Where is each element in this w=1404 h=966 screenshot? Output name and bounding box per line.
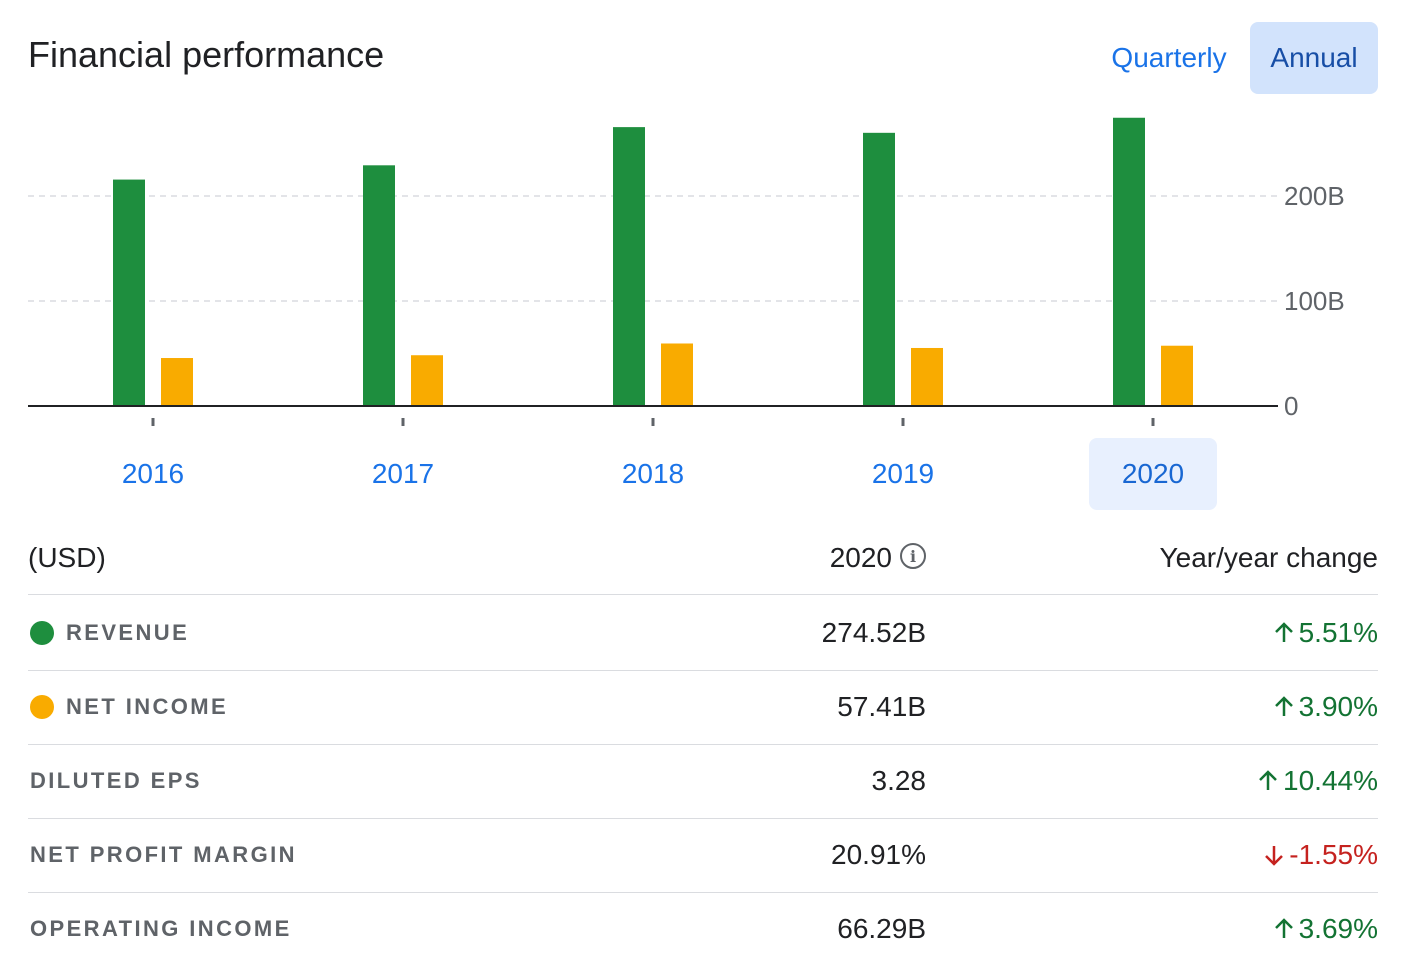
metric-change: -1.55% <box>1263 818 1378 892</box>
metric-value: 66.29B <box>837 913 926 944</box>
revenue-bar-2018[interactable] <box>613 127 645 407</box>
metric-name: OPERATING INCOME <box>30 916 292 941</box>
change-value: 10.44% <box>1283 765 1378 796</box>
year-tab-2016[interactable]: 2016 <box>121 458 185 489</box>
table-row: DILUTED EPS 3.28 10.44% <box>28 744 1378 819</box>
arrow-up-icon <box>1274 696 1293 716</box>
legend-dot <box>30 695 54 719</box>
metric-change: 5.51% <box>1273 596 1378 670</box>
table-row: OPERATING INCOME 66.29B 3.69% <box>28 892 1378 966</box>
metric-label: OPERATING INCOME <box>30 892 292 966</box>
metric-value: 57.41B <box>837 691 926 722</box>
metric-label: REVENUE <box>30 596 189 670</box>
arrow-down-icon <box>1265 846 1284 866</box>
financial-bar-chart: 0 100B 200B <box>28 117 1345 426</box>
net-income-bar-2016[interactable] <box>161 358 193 406</box>
annual-toggle-button[interactable]: Annual <box>1250 22 1378 94</box>
unit-header: (USD) <box>28 542 106 573</box>
metric-change: 10.44% <box>1257 744 1378 818</box>
metric-value: 20.91% <box>831 839 926 870</box>
metric-name: NET PROFIT MARGIN <box>30 842 297 867</box>
metric-value: 3.28 <box>871 765 927 796</box>
table-header: (USD) 2020 i Year/year change <box>28 530 1378 595</box>
change-value: 3.90% <box>1298 691 1378 722</box>
arrow-up-icon <box>1274 918 1293 938</box>
metric-name: NET INCOME <box>66 694 229 719</box>
quarterly-toggle-button[interactable]: Quarterly <box>1111 42 1227 73</box>
change-header: Year/year change <box>1159 542 1378 573</box>
arrow-up-icon <box>1274 622 1293 642</box>
year-tab-2019[interactable]: 2019 <box>871 458 935 489</box>
arrow-up-icon <box>1259 770 1277 790</box>
metric-change: 3.69% <box>1273 892 1378 966</box>
year-header: 2020 <box>829 542 892 573</box>
revenue-bar-2019[interactable] <box>863 132 895 406</box>
year-selector: 2016 2017 2018 2019 2020 <box>0 438 1404 510</box>
metric-label: DILUTED EPS <box>30 744 202 818</box>
metric-label: NET INCOME <box>30 670 228 744</box>
legend-dot <box>30 621 54 645</box>
metric-label: NET PROFIT MARGIN <box>30 818 297 892</box>
revenue-bar-2016[interactable] <box>113 179 145 406</box>
year-tab-2020[interactable]: 2020 <box>1089 438 1217 510</box>
table-row: NET INCOME 57.41B 3.90% <box>28 670 1378 745</box>
net-income-bar-2017[interactable] <box>411 355 443 406</box>
metric-name: REVENUE <box>66 620 190 645</box>
y-tick-label: 0 <box>1284 391 1298 421</box>
year-tab-2017[interactable]: 2017 <box>371 458 435 489</box>
revenue-bar-2020[interactable] <box>1113 117 1145 406</box>
metric-change: 3.90% <box>1273 670 1378 744</box>
net-income-bar-2019[interactable] <box>911 347 943 406</box>
section-title: Financial performance <box>28 34 385 75</box>
net-income-bar-2018[interactable] <box>661 343 693 406</box>
year-tab-2018[interactable]: 2018 <box>621 458 685 489</box>
metric-value: 274.52B <box>821 617 926 648</box>
y-tick-label: 100B <box>1284 286 1345 316</box>
table-row: NET PROFIT MARGIN 20.91% -1.55% <box>28 818 1378 893</box>
revenue-bar-2017[interactable] <box>363 165 395 406</box>
y-tick-label: 200B <box>1284 181 1345 211</box>
change-value: 3.69% <box>1298 913 1378 944</box>
net-income-bar-2020[interactable] <box>1161 345 1193 406</box>
info-icon[interactable]: i <box>900 543 926 569</box>
change-value: 5.51% <box>1298 617 1378 648</box>
metric-name: DILUTED EPS <box>30 768 202 793</box>
table-row: REVENUE 274.52B 5.51% <box>28 596 1378 671</box>
change-value: -1.55% <box>1289 839 1378 870</box>
